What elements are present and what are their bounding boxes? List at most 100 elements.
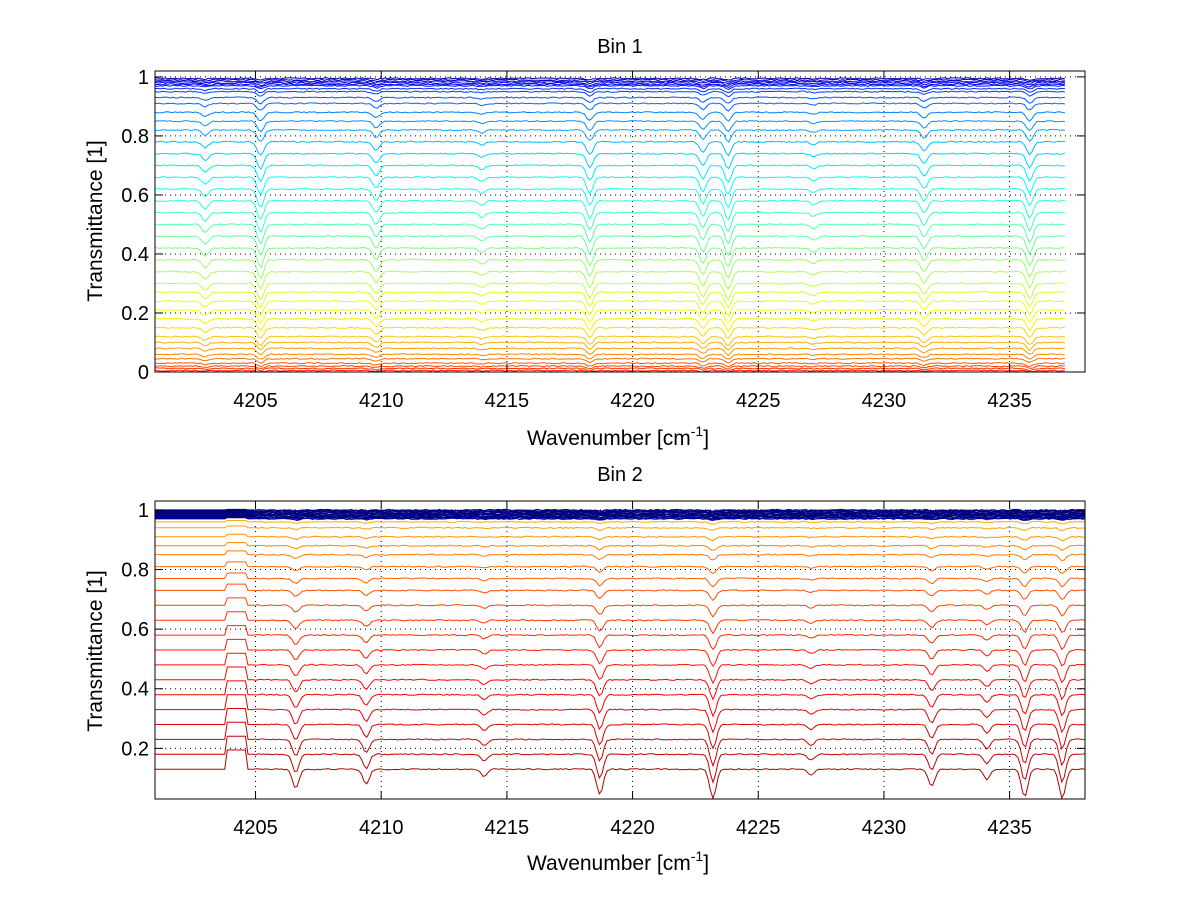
series-line [154, 246, 1065, 269]
bin-1-plot: Bin 1 4205 4210 4215 4220 4225 4230 4235 0 0.2 0.… [84, 36, 1086, 450]
y-tick-label: 0.8 [121, 560, 149, 582]
series-line [155, 721, 1086, 768]
series-line [154, 300, 1066, 317]
series-line [155, 680, 1086, 718]
y-tick-label: 0 [138, 362, 149, 384]
series-line [155, 597, 1086, 618]
series-line [154, 235, 1065, 257]
x-tick-label: 4215 [485, 817, 530, 839]
y-tick-label: 0.2 [121, 303, 149, 325]
series-line [155, 583, 1086, 602]
y-tick-label: 0.4 [121, 244, 149, 266]
series-line [155, 525, 1086, 532]
y-tick-label: 0.6 [121, 185, 149, 207]
series-line [154, 83, 1066, 88]
series-line [154, 84, 1065, 90]
y-tick-label: 0.4 [121, 679, 149, 701]
series-line [154, 357, 1065, 365]
series-line [154, 120, 1065, 133]
x-tick-label: 4220 [610, 817, 655, 839]
bin-1-x-axis-label-end: ] [703, 427, 709, 450]
y-tick-label: 1 [138, 500, 149, 522]
series-line [154, 140, 1065, 157]
series-line [155, 638, 1086, 668]
x-tick-label: 4205 [233, 817, 278, 839]
series-line [154, 258, 1065, 280]
series-line [154, 270, 1065, 290]
bin-1-series [154, 77, 1066, 373]
x-tick-label: 4235 [987, 390, 1032, 412]
x-tick-label: 4235 [987, 817, 1032, 839]
x-tick-label: 4215 [485, 390, 530, 412]
series-line [154, 335, 1065, 347]
series-line [154, 211, 1066, 234]
series-line [155, 512, 1086, 516]
bin-2-plot: Bin 2 4205 4210 4215 4220 4225 4230 4235 0.2 0.4… [84, 464, 1086, 875]
series-line [155, 625, 1086, 651]
y-tick-label: 0.2 [121, 738, 149, 760]
series-line [155, 513, 1086, 518]
bin-1-title: Bin 1 [597, 36, 643, 58]
series-line [154, 90, 1065, 98]
y-tick-label: 0.8 [121, 126, 149, 148]
bin-2-x-axis-label: Wavenumber [cm-1] [527, 848, 709, 875]
bin-2-ticks: 4205 4210 4215 4220 4225 4230 4235 0.2 0.4 0.6 0.8… [121, 500, 1085, 839]
series-line [155, 533, 1086, 542]
bin-2-title: Bin 2 [597, 464, 643, 486]
bin-2-x-axis-label-sup: -1 [691, 848, 704, 864]
x-tick-label: 4205 [233, 390, 278, 412]
x-tick-label: 4210 [359, 390, 404, 412]
x-tick-label: 4230 [862, 390, 907, 412]
series-line [155, 652, 1086, 685]
series-line [154, 291, 1065, 309]
series-line [155, 509, 1086, 513]
bin-2-axes-box [154, 500, 1086, 800]
series-line [155, 694, 1086, 734]
series-line [154, 347, 1065, 356]
x-tick-label: 4225 [736, 817, 781, 839]
bin-1-x-axis-label: Wavenumber [cm-1] [527, 423, 709, 450]
series-line [154, 176, 1066, 196]
bin-1-grid [155, 71, 1085, 373]
series-line [155, 611, 1086, 635]
series-line [154, 223, 1065, 245]
series-line [154, 102, 1065, 112]
x-tick-label: 4225 [736, 390, 781, 412]
series-line [155, 542, 1085, 551]
series-line [154, 317, 1065, 332]
series-line [154, 353, 1065, 360]
y-tick-label: 0.6 [121, 619, 149, 641]
series-line [154, 81, 1065, 87]
series-line [154, 152, 1066, 170]
series-line [154, 364, 1065, 370]
series-line [154, 362, 1066, 368]
series-line [154, 164, 1065, 184]
series-line [155, 735, 1086, 784]
bin-2-series [155, 508, 1086, 800]
series-line [154, 96, 1065, 105]
series-line [155, 308, 1065, 324]
series-line [154, 187, 1065, 209]
series-line [155, 749, 1086, 800]
series-line [155, 708, 1086, 751]
x-tick-label: 4230 [862, 817, 907, 839]
series-line [154, 341, 1066, 351]
bin-2-x-axis-label-end: ] [703, 852, 709, 875]
bin-1-x-axis-label-main: Wavenumber [cm [527, 427, 691, 450]
y-tick-label: 1 [138, 67, 149, 89]
series-line [154, 326, 1065, 340]
series-line [155, 282, 1065, 302]
series-line [155, 572, 1086, 588]
series-line [154, 111, 1065, 122]
series-line [155, 666, 1086, 701]
series-line [155, 550, 1086, 562]
bin-1-x-axis-label-sup: -1 [691, 423, 704, 439]
bin-1-ticks: 4205 4210 4215 4220 4225 4230 4235 0 0.2 0.4 0.6 0.… [121, 67, 1085, 412]
series-line [155, 367, 1065, 372]
bin-1-axes-box [154, 70, 1086, 373]
bin-2-x-axis-label-main: Wavenumber [cm [527, 852, 691, 875]
series-line [155, 517, 1086, 522]
series-line [154, 87, 1065, 94]
bin-1-y-axis-label: Transmittance [1] [84, 140, 107, 301]
